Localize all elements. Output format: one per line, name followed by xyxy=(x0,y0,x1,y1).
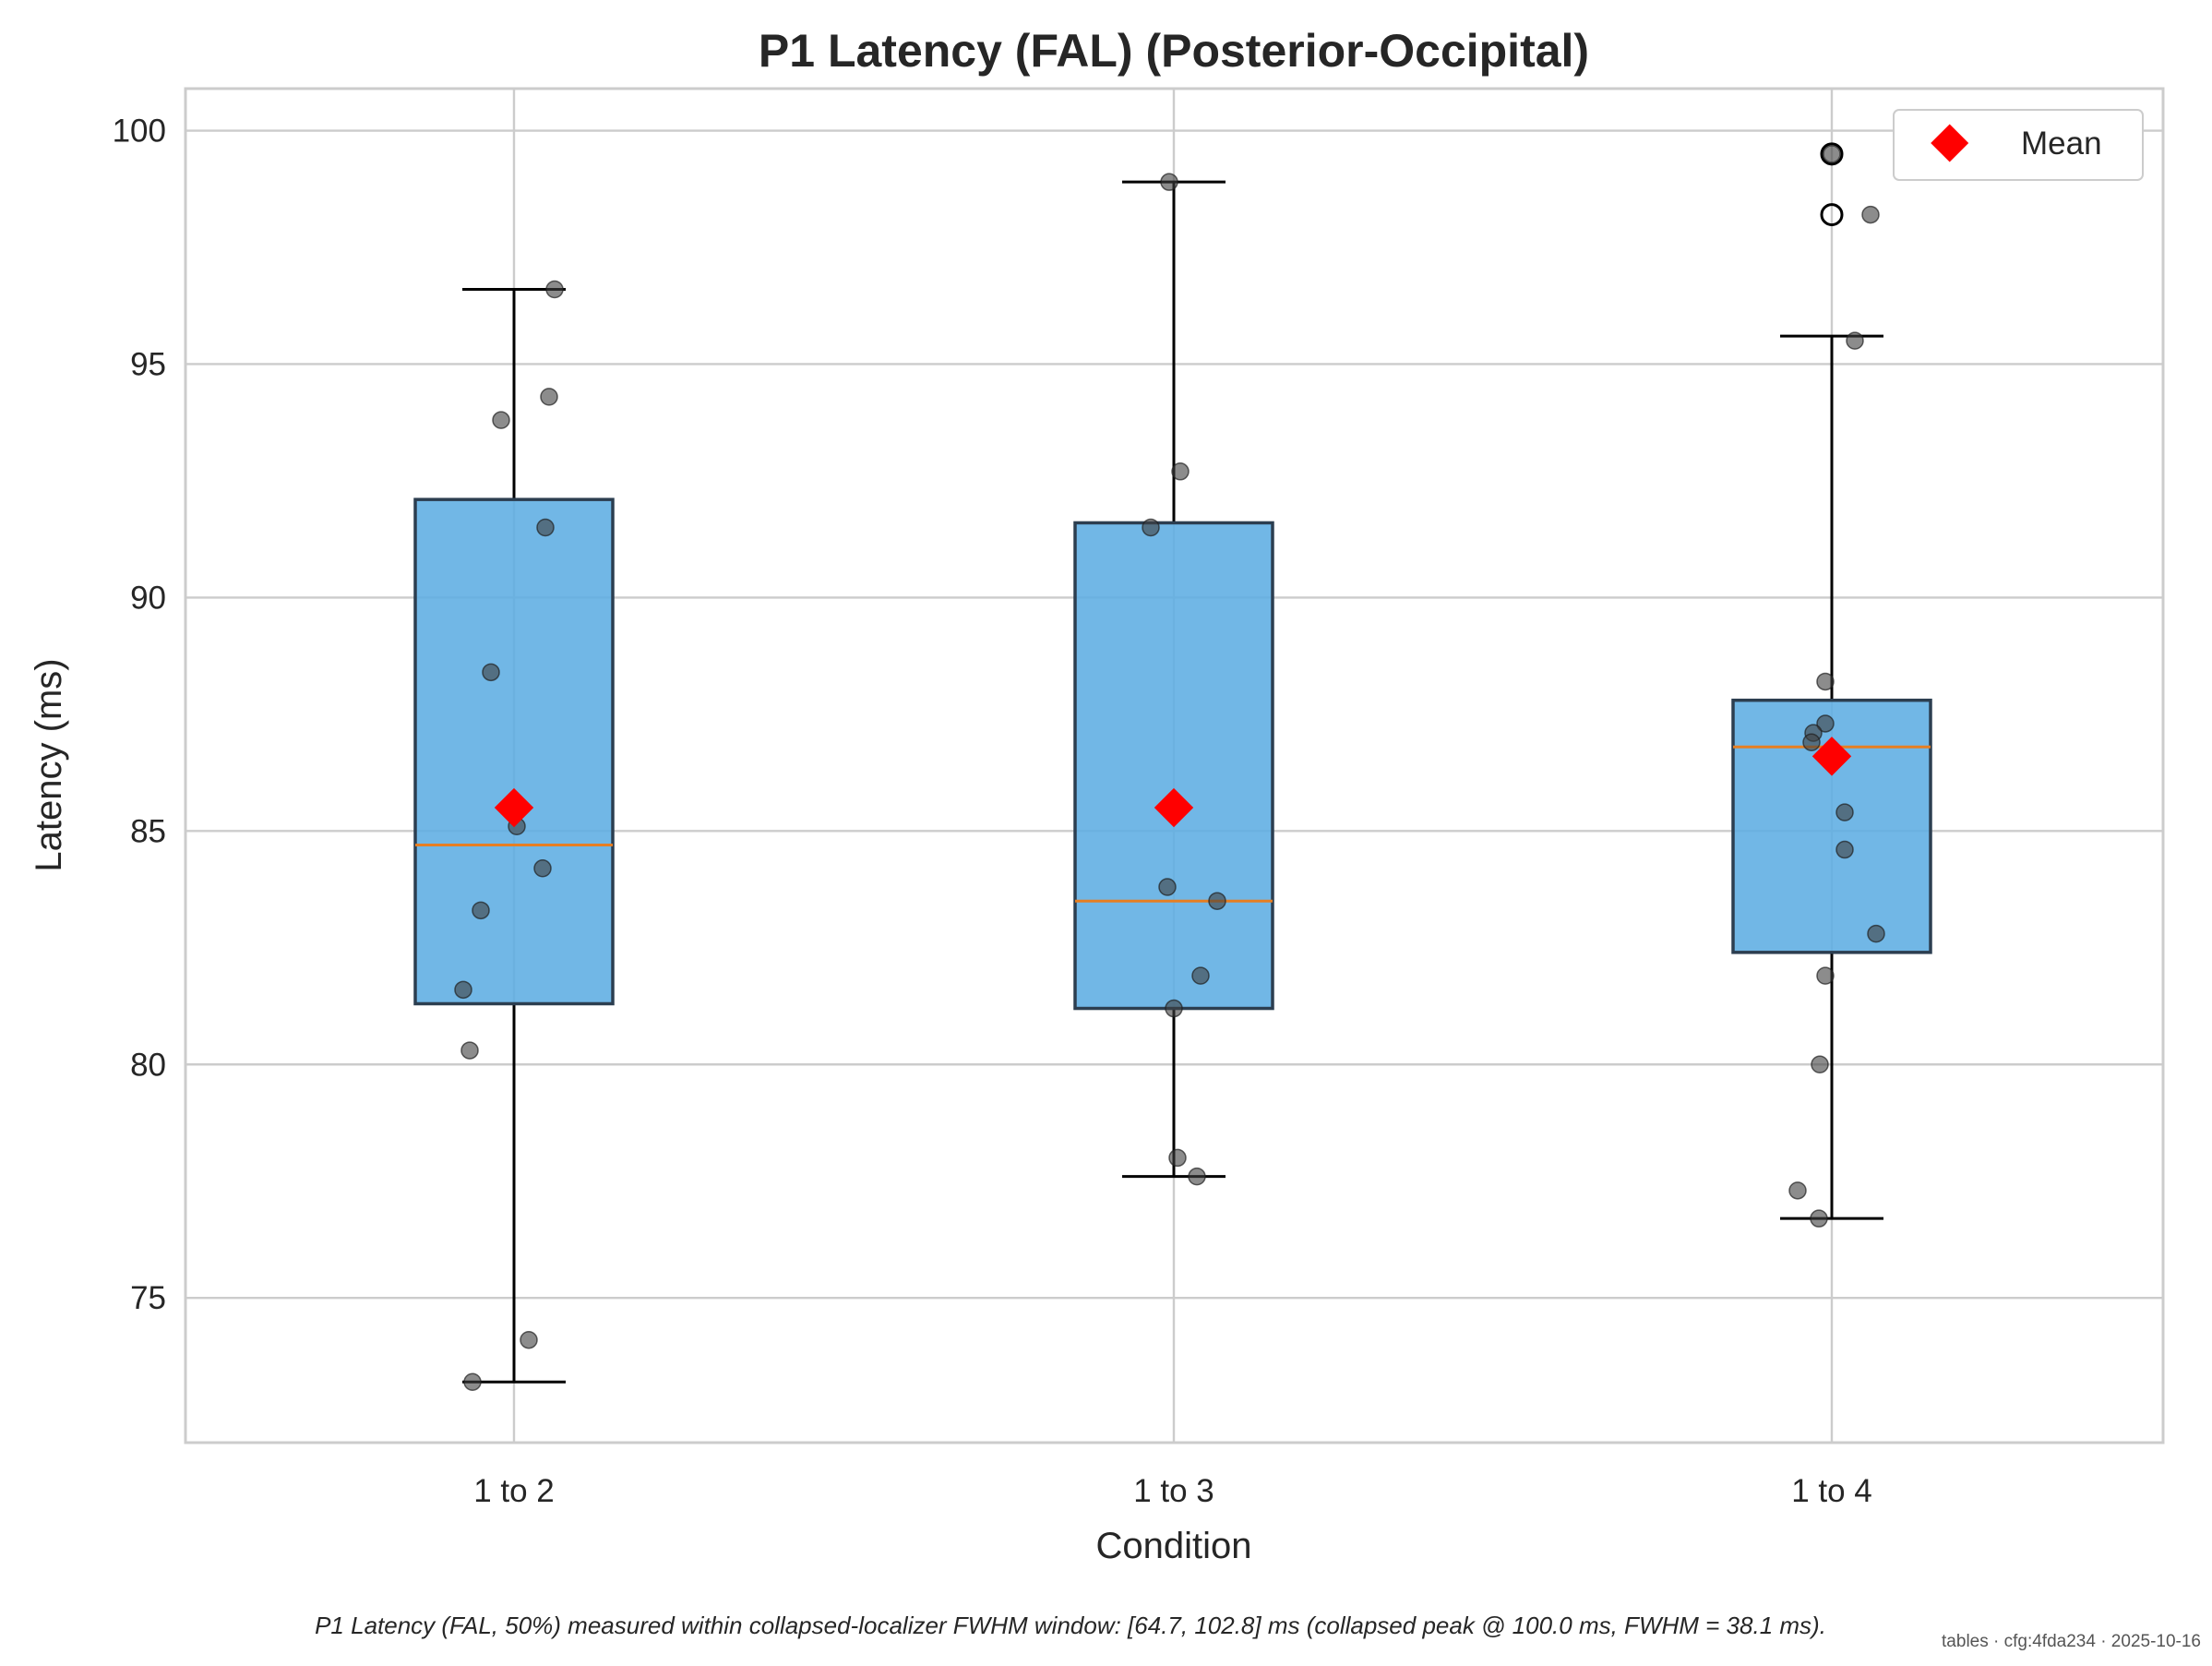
y-tick-label: 80 xyxy=(130,1047,166,1083)
data-point xyxy=(1188,1167,1206,1186)
y-tick-label: 75 xyxy=(130,1280,166,1316)
data-point xyxy=(1823,145,1841,163)
data-point xyxy=(472,901,490,920)
box-layer xyxy=(413,142,1932,1384)
x-tick-label: 1 to 4 xyxy=(1791,1473,1872,1509)
data-point xyxy=(1191,966,1210,985)
data-point xyxy=(463,1372,482,1391)
data-point xyxy=(1160,173,1178,191)
data-point xyxy=(1788,1181,1807,1200)
data-point xyxy=(1816,714,1835,733)
data-point xyxy=(1811,1055,1829,1074)
data-point xyxy=(482,663,500,682)
data-point xyxy=(1802,733,1821,751)
y-axis-label: Latency (ms) xyxy=(29,658,69,871)
data-point xyxy=(1835,840,1854,859)
data-point xyxy=(492,411,510,429)
data-point xyxy=(1165,999,1183,1018)
data-point xyxy=(536,518,555,537)
x-axis-label: Condition xyxy=(1095,1526,1251,1566)
data-point xyxy=(520,1330,538,1349)
legend-entry-mean: Mean xyxy=(2021,126,2102,162)
figure-caption: P1 Latency (FAL, 50%) measured within co… xyxy=(315,1612,1826,1639)
build-stamp: tables · cfg:4fda234 · 2025-10-16 xyxy=(1942,1632,2201,1651)
plot-frame xyxy=(184,87,2165,1444)
data-point xyxy=(1171,462,1190,481)
tick-label-layer: 75 80 85 90 95 100 1 to 2 1 to 3 1 to 4 xyxy=(113,114,1872,1509)
outlier-point xyxy=(1820,203,1844,227)
legend-frame xyxy=(1893,109,2144,181)
data-point xyxy=(1810,1209,1828,1228)
data-point xyxy=(533,859,552,878)
data-point xyxy=(540,388,558,406)
y-tick-label: 90 xyxy=(130,580,166,616)
data-point xyxy=(1835,803,1854,821)
data-point xyxy=(1867,924,1885,943)
chart-title: P1 Latency (FAL) (Posterior-Occipital) xyxy=(759,25,1589,77)
box-iqr xyxy=(413,497,615,1006)
y-tick-label: 85 xyxy=(130,813,166,849)
data-point xyxy=(1208,892,1226,910)
data-point xyxy=(454,980,472,1000)
data-point xyxy=(1846,331,1864,350)
data-point xyxy=(1168,1148,1187,1168)
outlier-point xyxy=(1820,142,1844,166)
data-point xyxy=(1816,966,1835,985)
data-point xyxy=(1158,878,1177,896)
x-tick-label: 1 to 3 xyxy=(1133,1473,1214,1509)
point-layer xyxy=(454,145,1885,1391)
data-point xyxy=(1861,205,1880,224)
y-tick-label: 95 xyxy=(130,346,166,382)
data-point xyxy=(460,1041,479,1060)
mean-marker xyxy=(1154,787,1194,828)
data-point xyxy=(545,280,564,299)
y-tick-label: 100 xyxy=(113,114,166,150)
data-point xyxy=(1142,518,1160,537)
legend: Mean xyxy=(1893,109,2144,181)
data-point xyxy=(1816,672,1835,691)
mean-marker xyxy=(1811,737,1852,776)
box-iqr xyxy=(1073,521,1274,1011)
x-tick-label: 1 to 2 xyxy=(473,1473,555,1509)
